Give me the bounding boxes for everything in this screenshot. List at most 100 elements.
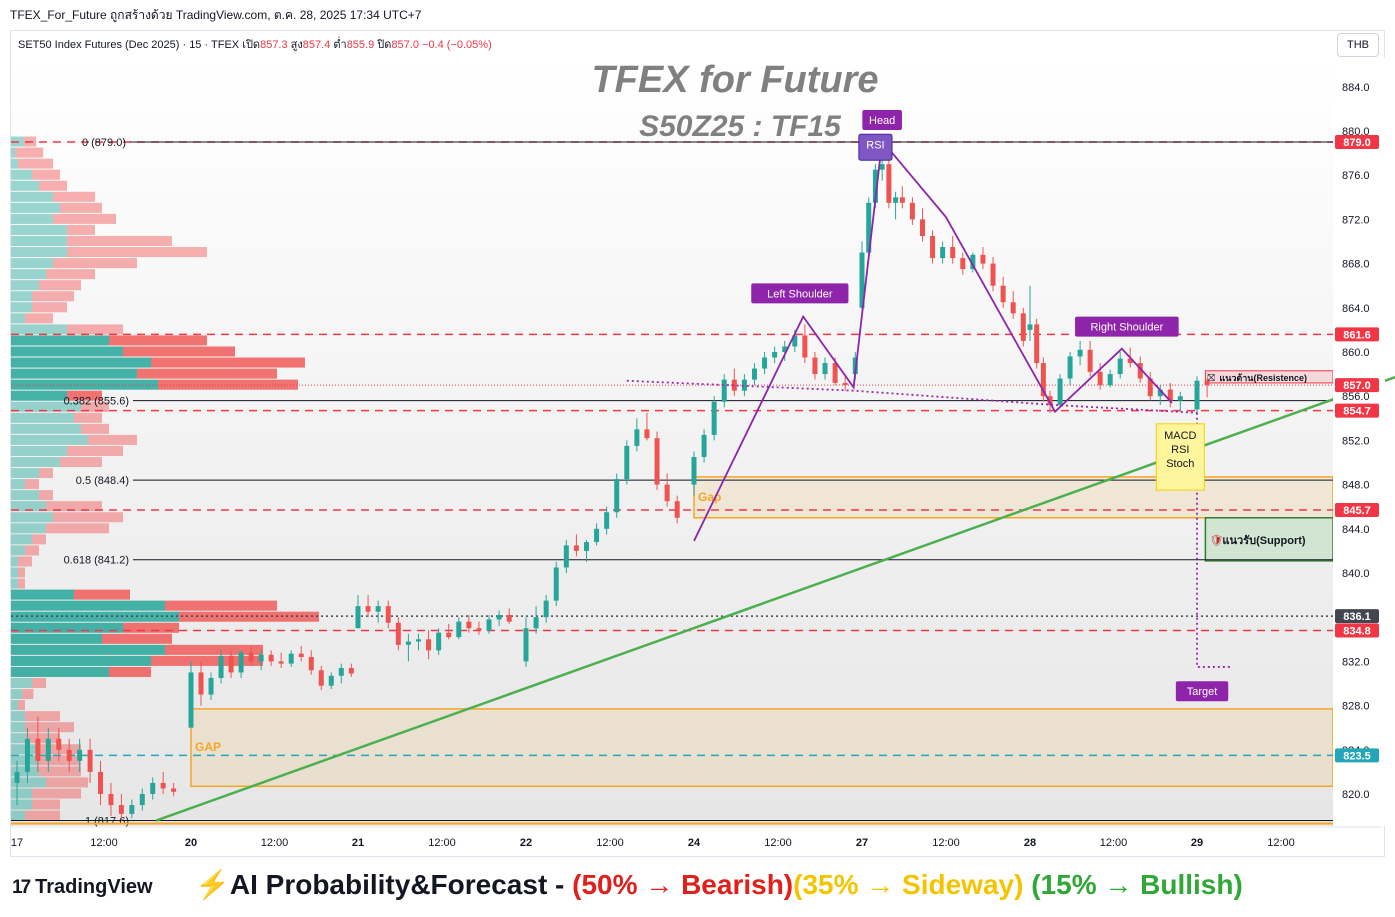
volume-profile-sell-bar xyxy=(25,479,39,490)
volume-profile-sell-bar xyxy=(81,423,109,434)
candle-body xyxy=(812,357,818,375)
volume-profile-buy-bar xyxy=(11,600,165,611)
candle-body xyxy=(466,621,472,629)
candle-body xyxy=(1167,389,1173,401)
volume-profile-sell-bar xyxy=(32,534,46,545)
candle xyxy=(782,340,788,361)
candle xyxy=(523,617,529,667)
annotation-callout xyxy=(1075,316,1179,337)
candle xyxy=(970,252,976,273)
volume-profile-sell-bar xyxy=(18,578,25,589)
candle xyxy=(634,418,640,452)
currency-button[interactable]: THB xyxy=(1337,33,1379,57)
candle xyxy=(208,672,214,701)
candle xyxy=(171,782,177,797)
volume-profile-buy-bar xyxy=(11,445,67,456)
volume-profile-sell-bar xyxy=(53,213,116,224)
candle xyxy=(1034,318,1040,369)
volume-profile-buy-bar xyxy=(11,202,60,213)
candle-body xyxy=(208,677,214,695)
price-chart[interactable]: GAP Gap 🛡 แนวรับ(Support) ⛝ แนวต้าน(Resistenc… xyxy=(0,0,1395,860)
candle xyxy=(701,429,707,463)
candle-body xyxy=(970,254,976,270)
volume-profile-sell-bar xyxy=(18,556,32,567)
time-tick-label: 12:00 xyxy=(932,837,960,849)
low-label: ต่ำ xyxy=(333,39,347,51)
candle-body xyxy=(604,512,610,529)
volume-profile-buy-bar xyxy=(11,269,46,280)
time-tick-label: 12:00 xyxy=(764,837,792,849)
candle xyxy=(919,208,925,242)
volume-profile-buy-bar xyxy=(11,788,32,799)
candle-body xyxy=(563,545,569,568)
candle xyxy=(654,431,660,491)
candle xyxy=(1097,363,1103,390)
candle-body xyxy=(405,641,411,645)
volume-profile-sell-bar xyxy=(18,158,53,169)
time-tick-label: 12:00 xyxy=(261,837,289,849)
volume-profile-buy-bar xyxy=(11,357,151,368)
volume-profile-sell-bar xyxy=(60,202,102,213)
volume-profile-sell-bar xyxy=(25,733,60,744)
candle-body xyxy=(1117,358,1123,375)
candle xyxy=(980,247,986,270)
candle xyxy=(1087,340,1093,377)
volume-profile-sell-bar xyxy=(32,291,74,302)
candle-body xyxy=(496,614,502,620)
volume-profile-sell-bar xyxy=(151,655,263,666)
candle-body xyxy=(691,456,697,485)
volume-profile-sell-bar xyxy=(46,777,88,788)
candle xyxy=(859,241,865,314)
fib-level-label: 0.382 (855.6) xyxy=(64,396,129,408)
watermark-title: TFEX for Future xyxy=(591,59,878,101)
candle-body xyxy=(318,670,324,686)
candle-body xyxy=(583,542,589,551)
candle xyxy=(812,352,818,380)
candle-body xyxy=(1047,396,1053,406)
volume-profile-buy-bar xyxy=(11,622,123,633)
candle-body xyxy=(533,617,539,629)
volume-profile-sell-bar xyxy=(39,180,67,191)
volume-profile-sell-bar xyxy=(151,357,305,368)
uptrend-line xyxy=(155,375,1395,822)
candle-body xyxy=(98,771,104,794)
candle-body xyxy=(950,247,956,259)
candle-body xyxy=(1027,324,1033,330)
candle xyxy=(198,661,204,706)
candle-body xyxy=(288,653,294,664)
volume-profile-buy-bar xyxy=(11,346,123,357)
tradingview-logo[interactable]: 17 TradingView xyxy=(12,876,153,899)
volume-profile-sell-bar xyxy=(88,434,137,445)
high-value: 857.4 xyxy=(302,39,331,51)
symbol-legend[interactable]: SET50 Index Futures (Dec 2025) · 15 · TF… xyxy=(18,35,492,53)
candle-body xyxy=(644,429,650,439)
volume-profile-sell-bar xyxy=(67,224,95,235)
volume-profile-buy-bar xyxy=(11,810,25,821)
price-tick-label: 852.0 xyxy=(1342,435,1370,447)
candle xyxy=(762,352,768,375)
candle-body xyxy=(990,263,996,286)
candle-body xyxy=(674,501,680,518)
candle xyxy=(188,661,194,728)
symbol-title: SET50 Index Futures (Dec 2025) · 15 · TF… xyxy=(18,39,240,51)
price-tag xyxy=(1335,403,1379,418)
candle-body xyxy=(118,805,124,814)
time-tick-label: 12:00 xyxy=(428,837,456,849)
candle-body xyxy=(1157,389,1163,397)
gap-label: GAP xyxy=(195,740,221,754)
candle xyxy=(118,794,124,821)
candle-body xyxy=(573,545,579,551)
candle-body xyxy=(139,794,145,806)
candle-body xyxy=(355,606,361,629)
volume-profile-buy-bar xyxy=(11,512,53,523)
volume-profile-buy-bar xyxy=(11,291,32,302)
candle-body xyxy=(150,782,156,794)
candle-body xyxy=(1020,313,1026,341)
price-tick-label: 868.0 xyxy=(1342,259,1370,271)
candle-body xyxy=(218,655,224,678)
candle xyxy=(960,252,966,275)
volume-profile-buy-bar xyxy=(11,556,18,567)
volume-profile-buy-bar xyxy=(11,335,109,346)
volume-profile-buy-bar xyxy=(11,390,67,401)
candle xyxy=(238,650,244,678)
